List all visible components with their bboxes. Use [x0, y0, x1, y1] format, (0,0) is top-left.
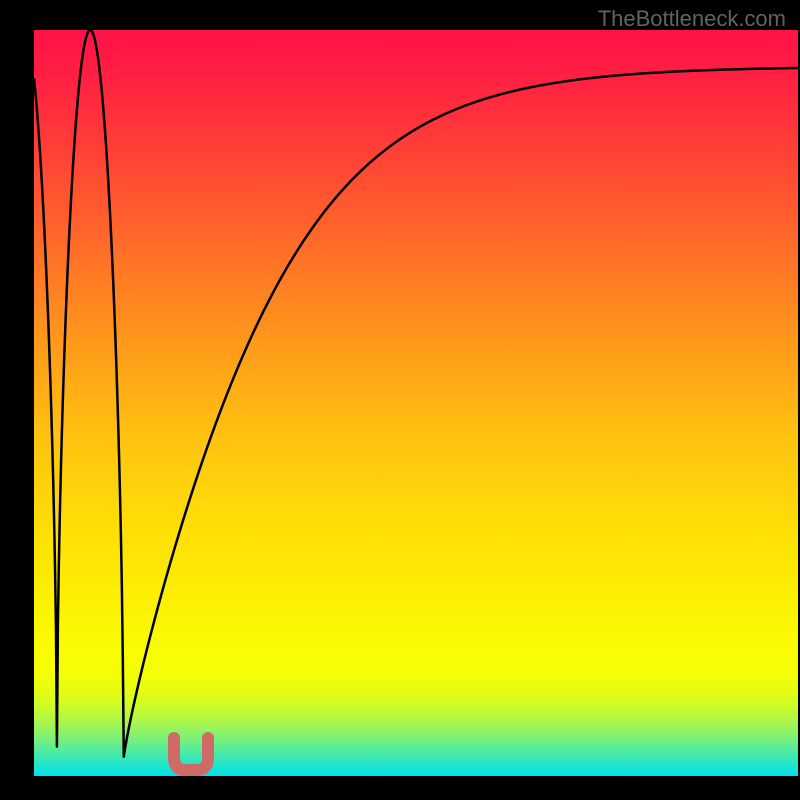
gradient-background	[34, 30, 798, 776]
bottleneck-chart: TheBottleneck.com	[0, 0, 800, 800]
watermark-text: TheBottleneck.com	[598, 6, 786, 32]
